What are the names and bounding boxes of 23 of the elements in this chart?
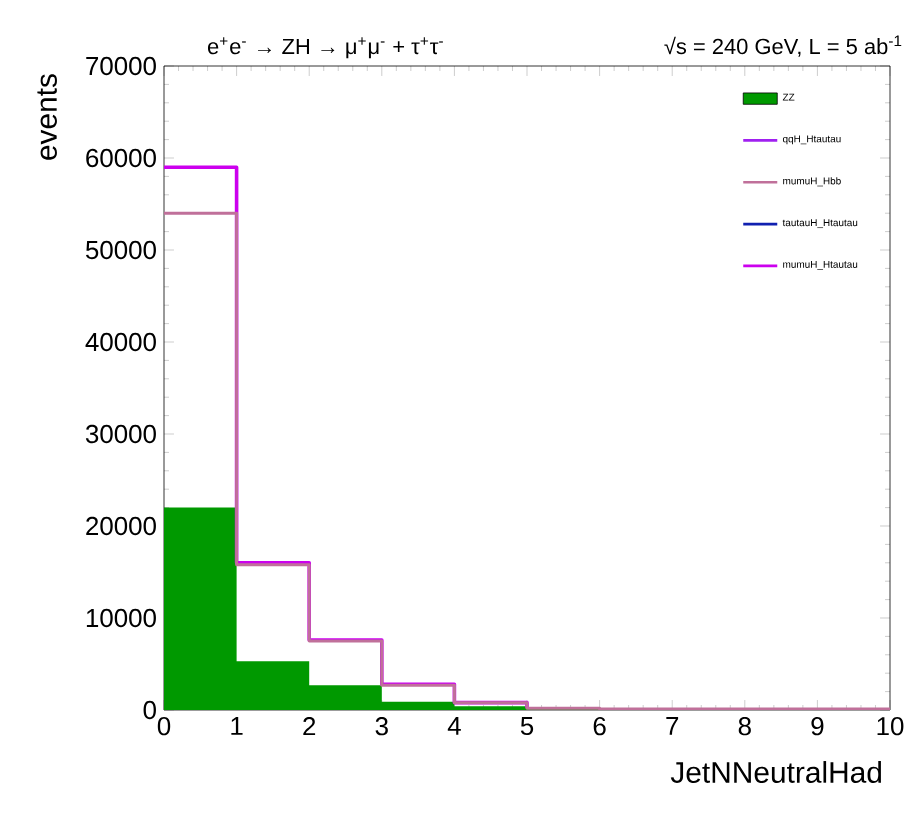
x-tick-label: 0 — [157, 717, 171, 736]
y-tick-label: 70000 — [86, 56, 156, 76]
y-tick-label: 20000 — [86, 516, 156, 536]
x-tick-label: 9 — [811, 717, 824, 736]
x-tick-label: 1 — [231, 717, 243, 735]
x-tick-label: 3 — [375, 717, 388, 736]
x-tick-label: 4 — [447, 717, 461, 735]
x-tick-label: 6 — [593, 717, 606, 736]
y-tick-label: 50000 — [85, 240, 156, 260]
y-tick-label: 0 — [143, 700, 156, 720]
y-tick-label: 40000 — [85, 332, 156, 352]
x-tick-label: 8 — [738, 717, 751, 736]
x-tick-label: 2 — [303, 717, 316, 736]
x-axis-title: JetNNeutralHad — [670, 761, 881, 783]
x-tick-label: 5 — [520, 717, 534, 736]
y-axis-title: events — [37, 74, 57, 160]
x-tick-label: 7 — [666, 717, 679, 735]
x-tick-label: 10 — [877, 717, 904, 736]
chart-title: e$^{+}$e$^{-}$ → ZH → μ$^{+}$μ$^{-}$ + τ$^{+}$τ$^{-}$ — [207, 37, 443, 59]
y-tick-label: 10000 — [86, 608, 156, 628]
y-tick-label: 60000 — [86, 148, 156, 168]
chart-subtitle: √s = 240 GeV, L = 5 ab$^{-1}$ — [664, 35, 902, 57]
y-tick-label: 30000 — [85, 424, 156, 444]
